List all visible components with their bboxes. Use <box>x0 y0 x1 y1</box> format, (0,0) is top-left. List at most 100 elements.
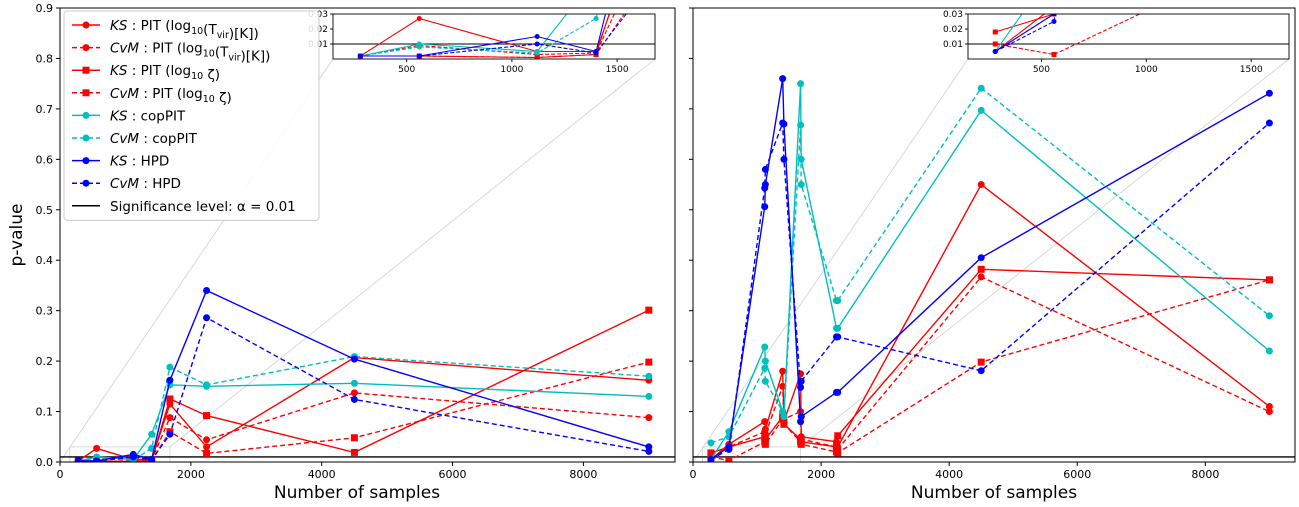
x-tick-label: 6000 <box>1063 468 1091 481</box>
legend-label-subscript: vir <box>217 30 229 41</box>
legend-label-text: : PIT (log <box>139 41 203 57</box>
data-point <box>798 441 805 448</box>
data-point <box>978 266 985 273</box>
x-tick-label: 2000 <box>177 468 205 481</box>
inset-data-point <box>993 0 998 5</box>
y-tick-label: 0.5 <box>36 204 54 217</box>
data-point <box>351 356 358 363</box>
legend-label-text: )[K]) <box>241 49 271 65</box>
legend-label-subscript: 10 <box>203 94 215 105</box>
data-point <box>780 156 787 163</box>
legend-swatch-marker <box>83 180 90 187</box>
legend-label-prefix: KS <box>110 18 128 34</box>
legend-label-text: )[K]) <box>229 26 259 42</box>
series-line <box>78 318 649 461</box>
data-point <box>203 443 210 450</box>
y-tick-label: 0.4 <box>36 254 54 267</box>
data-point <box>978 367 985 374</box>
inset-data-point <box>993 30 998 35</box>
data-point <box>645 359 652 366</box>
inset-data-point <box>594 16 599 21</box>
legend-label: KS : HPD <box>110 154 169 170</box>
legend-label: KS : copPIT <box>110 108 186 124</box>
series-line <box>78 310 649 461</box>
x-tick-label: 0 <box>57 468 64 481</box>
inset-background <box>968 14 1289 59</box>
data-point <box>1266 120 1273 127</box>
x-tick-label: 0 <box>690 468 697 481</box>
inset-data-point <box>535 51 540 56</box>
data-point <box>725 457 732 464</box>
inset-data-point <box>535 34 540 39</box>
inset-data-point <box>417 16 422 21</box>
inset-x-tick-label: 500 <box>1033 65 1050 75</box>
x-axis-label-left: Number of samples <box>274 483 440 503</box>
inset-data-point <box>594 51 599 56</box>
data-point <box>1266 276 1273 283</box>
data-point <box>762 358 769 365</box>
data-point <box>797 384 804 391</box>
legend-label-subscript: vir <box>228 53 240 64</box>
legend-swatch-marker <box>83 135 90 142</box>
data-point <box>351 380 358 387</box>
x-tick-label: 2000 <box>807 468 835 481</box>
x-tick-label: 8000 <box>569 468 597 481</box>
x-axis-label-right: Number of samples <box>911 483 1077 503</box>
legend-swatch-marker <box>83 22 90 29</box>
inset-y-tick-label: 0.02 <box>943 25 963 35</box>
y-axis-label: p-value <box>7 204 27 267</box>
series-2 <box>707 273 1272 463</box>
legend-label-text: (T <box>215 45 229 61</box>
legend-swatch-marker <box>83 67 90 74</box>
data-point <box>780 413 787 420</box>
series-3 <box>707 266 1272 457</box>
data-point <box>203 436 210 443</box>
data-point <box>645 373 652 380</box>
legend-label: CvM : copPIT <box>110 131 198 147</box>
legend-label-text: ζ) <box>203 67 220 83</box>
data-point <box>645 393 652 400</box>
data-point <box>203 412 210 419</box>
inset-data-point <box>535 42 540 47</box>
legend: KS : PIT (log10(Tvir)[K])CvM : PIT (log1… <box>64 11 319 220</box>
inset-y-tick-label: 0.01 <box>943 40 963 50</box>
data-point <box>761 185 768 192</box>
inset-data-point <box>1169 0 1174 2</box>
legend-label-prefix: CvM <box>110 86 139 102</box>
data-point <box>834 389 841 396</box>
legend-label-prefix: KS <box>110 108 128 124</box>
legend-swatch-marker <box>83 89 90 96</box>
y-tick-label: 0.6 <box>36 153 54 166</box>
data-point <box>978 359 985 366</box>
legend-label-text: : copPIT <box>139 131 198 147</box>
data-point <box>761 343 768 350</box>
y-tick-label: 0.2 <box>36 355 54 368</box>
data-point <box>797 80 804 87</box>
data-point <box>762 378 769 385</box>
data-point <box>762 441 769 448</box>
inset-data-point <box>993 42 998 47</box>
data-point <box>75 457 82 464</box>
data-point <box>834 432 841 439</box>
series-8 <box>75 314 653 464</box>
data-point <box>798 181 805 188</box>
y-tick-label: 0.8 <box>36 52 54 65</box>
inset-data-point <box>417 54 422 59</box>
series-4 <box>707 276 1272 464</box>
y-tick-label: 0.3 <box>36 305 54 318</box>
data-point <box>93 445 100 452</box>
inset-data-point <box>770 12 775 17</box>
data-point <box>780 421 787 428</box>
legend-label-text: : HPD <box>127 154 169 170</box>
legend-label: Significance level: α = 0.01 <box>110 199 296 215</box>
data-point <box>166 364 173 371</box>
legend-swatch-marker <box>83 157 90 164</box>
x-tick-label: 4000 <box>308 468 336 481</box>
data-point <box>645 414 652 421</box>
data-point <box>978 254 985 261</box>
inset-data-point <box>417 45 422 50</box>
data-point <box>779 75 786 82</box>
data-point <box>1266 312 1273 319</box>
